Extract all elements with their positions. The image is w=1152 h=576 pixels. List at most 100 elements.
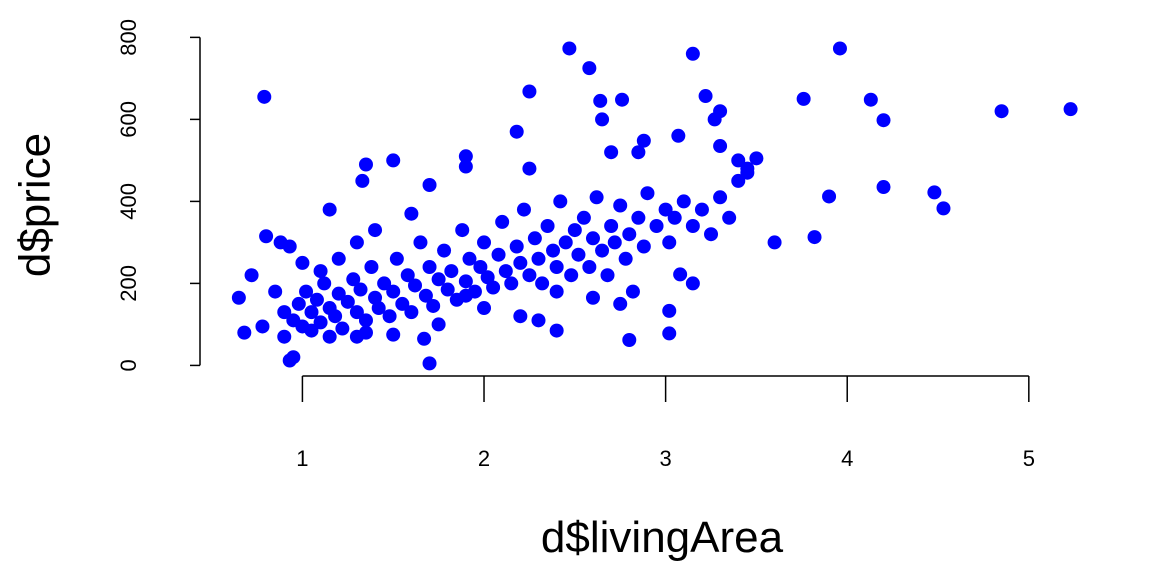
point xyxy=(585,290,600,305)
point xyxy=(613,296,628,311)
x-tick-label: 2 xyxy=(478,446,490,471)
point xyxy=(389,251,404,266)
point xyxy=(417,331,432,346)
point xyxy=(618,251,633,266)
point xyxy=(640,186,655,201)
point xyxy=(535,276,550,291)
point xyxy=(431,317,446,332)
point xyxy=(796,91,811,106)
point xyxy=(467,284,482,299)
point xyxy=(358,325,373,340)
point xyxy=(317,276,332,291)
point xyxy=(422,177,437,192)
point xyxy=(358,313,373,328)
point xyxy=(371,301,386,316)
point xyxy=(522,268,537,283)
point xyxy=(458,159,473,174)
y-tick-label: 0 xyxy=(116,359,141,371)
point xyxy=(386,153,401,168)
point xyxy=(422,356,437,371)
point xyxy=(671,128,686,143)
point xyxy=(322,202,337,217)
point xyxy=(437,243,452,258)
point xyxy=(740,161,755,176)
point xyxy=(662,235,677,250)
point xyxy=(355,173,370,188)
point xyxy=(731,173,746,188)
point xyxy=(722,210,737,225)
point xyxy=(322,329,337,344)
point xyxy=(231,290,246,305)
point xyxy=(600,268,615,283)
point xyxy=(527,231,542,246)
point xyxy=(685,46,700,61)
point xyxy=(328,309,343,324)
point xyxy=(531,313,546,328)
point xyxy=(382,309,397,324)
point xyxy=(636,239,651,254)
point xyxy=(707,112,722,127)
point xyxy=(491,247,506,262)
point xyxy=(595,112,610,127)
point xyxy=(458,274,473,289)
point xyxy=(458,149,473,164)
point xyxy=(257,89,272,104)
point xyxy=(268,284,283,299)
point xyxy=(593,93,608,108)
point xyxy=(480,270,495,285)
point xyxy=(564,268,579,283)
point xyxy=(395,296,410,311)
point xyxy=(513,255,528,270)
point xyxy=(255,319,270,334)
point xyxy=(486,280,501,295)
y-tick-label: 800 xyxy=(116,19,141,56)
point xyxy=(649,219,664,234)
point xyxy=(422,260,437,275)
point xyxy=(698,89,713,104)
point xyxy=(631,210,646,225)
x-tick-label: 3 xyxy=(659,446,671,471)
point xyxy=(277,329,292,344)
point xyxy=(368,223,383,238)
point xyxy=(546,243,561,258)
point xyxy=(495,214,510,229)
point xyxy=(631,145,646,160)
point xyxy=(516,202,531,217)
point xyxy=(504,276,519,291)
point xyxy=(444,264,459,279)
point xyxy=(582,260,597,275)
point xyxy=(408,278,423,293)
point xyxy=(313,315,328,330)
point xyxy=(509,239,524,254)
point xyxy=(694,202,709,217)
x-tick-label: 5 xyxy=(1023,446,1035,471)
point xyxy=(673,267,688,282)
point xyxy=(685,219,700,234)
point xyxy=(567,223,582,238)
y-tick-label: 600 xyxy=(116,101,141,138)
point xyxy=(662,303,677,318)
point xyxy=(562,41,577,56)
x-axis-title: d$livingArea xyxy=(541,513,784,562)
point xyxy=(513,309,528,324)
point xyxy=(286,350,301,365)
point xyxy=(259,229,274,244)
point xyxy=(353,282,368,297)
point xyxy=(449,292,464,307)
point xyxy=(377,276,392,291)
point xyxy=(927,185,942,200)
point xyxy=(400,268,415,283)
point xyxy=(713,139,728,154)
point xyxy=(604,145,619,160)
point xyxy=(936,201,951,216)
point xyxy=(386,327,401,342)
point xyxy=(595,243,610,258)
point xyxy=(1063,102,1078,117)
point xyxy=(295,319,310,334)
point xyxy=(667,210,682,225)
point xyxy=(340,294,355,309)
point xyxy=(767,235,782,250)
point xyxy=(604,219,619,234)
point xyxy=(282,239,297,254)
point xyxy=(615,92,630,107)
